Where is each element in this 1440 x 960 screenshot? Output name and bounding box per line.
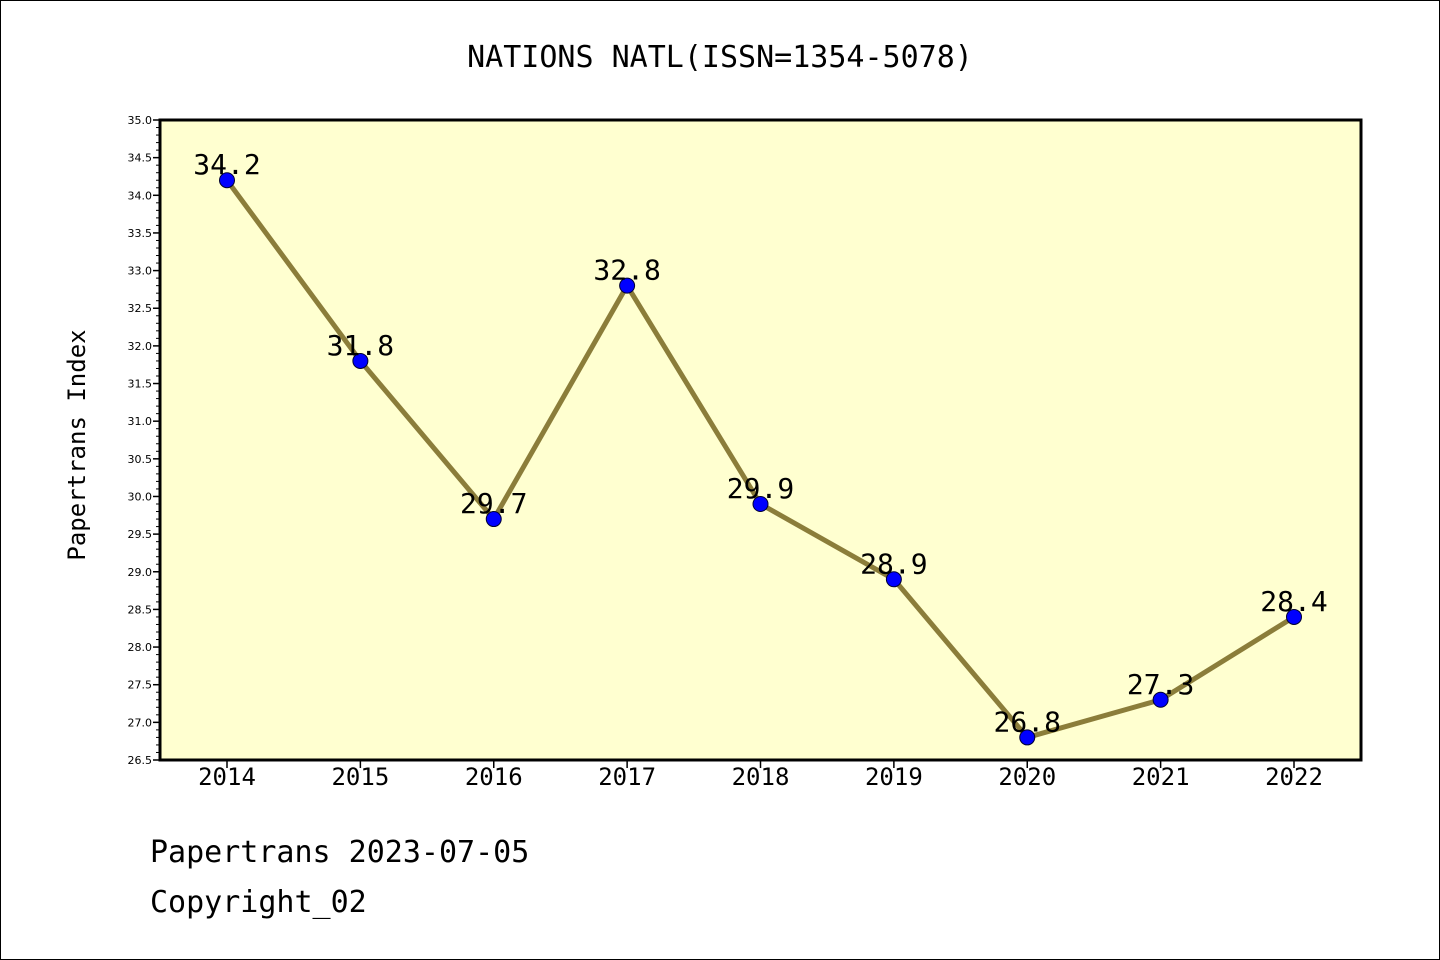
data-point bbox=[1019, 729, 1036, 746]
x-tick-label: 2018 bbox=[732, 763, 790, 791]
data-label: 29.9 bbox=[727, 472, 794, 505]
x-tick-label: 2020 bbox=[998, 763, 1056, 791]
y-tick-label: 34.0 bbox=[128, 189, 153, 202]
y-tick-label: 27.5 bbox=[128, 679, 153, 692]
x-tick-label: 2019 bbox=[865, 763, 923, 791]
x-tick-label: 2021 bbox=[1132, 763, 1190, 791]
plot-area bbox=[158, 118, 1363, 762]
y-tick-label: 32.5 bbox=[128, 302, 153, 315]
data-point bbox=[619, 277, 636, 294]
footer-date: Papertrans 2023-07-05 bbox=[150, 835, 530, 870]
x-tick-label: 2015 bbox=[331, 763, 389, 791]
y-tick-label: 30.0 bbox=[128, 490, 153, 503]
y-tick-label: 30.5 bbox=[128, 453, 153, 466]
y-tick-label: 33.5 bbox=[128, 227, 153, 240]
data-label: 27.3 bbox=[1127, 668, 1194, 701]
data-point bbox=[352, 352, 369, 369]
footer-copyright: Copyright_02 bbox=[150, 885, 367, 920]
data-point bbox=[752, 496, 769, 512]
y-tick-label: 28.5 bbox=[128, 603, 153, 616]
y-tick-label: 29.0 bbox=[128, 566, 153, 579]
data-point bbox=[1152, 691, 1169, 708]
data-label: 31.8 bbox=[327, 329, 394, 362]
y-tick-label: 29.5 bbox=[128, 528, 153, 541]
y-tick-label: 33.0 bbox=[128, 265, 153, 278]
y-tick-label: 31.0 bbox=[128, 415, 153, 428]
data-point bbox=[1286, 608, 1302, 625]
y-axis-ticks: 26.5 27.0 27.5 28.0 28.5 29.0 29.5 30.0 30.5 31.0… bbox=[128, 114, 160, 767]
y-tick-label: 32.0 bbox=[128, 340, 153, 353]
y-tick-label: 28.0 bbox=[128, 641, 153, 654]
data-label: 32.8 bbox=[593, 254, 660, 287]
data-label: 29.7 bbox=[460, 487, 527, 520]
y-tick-label: 31.5 bbox=[128, 378, 153, 391]
data-label: 26.8 bbox=[994, 705, 1061, 738]
x-tick-label: 2016 bbox=[465, 763, 523, 791]
x-tick-label: 2022 bbox=[1265, 763, 1323, 791]
data-point bbox=[219, 172, 235, 189]
data-labels: 34.2 31.8 29.7 32.8 29.9 28.9 26.8 27.3 28.4 bbox=[193, 148, 1327, 738]
y-tick-label: 35.0 bbox=[128, 114, 153, 127]
data-point bbox=[885, 571, 902, 588]
data-label: 28.4 bbox=[1260, 585, 1327, 618]
y-tick-label: 26.5 bbox=[128, 754, 153, 767]
y-axis-label: Papertrans Index bbox=[63, 329, 91, 560]
data-markers bbox=[219, 172, 1302, 746]
x-axis-ticks: 2014 2015 2016 2017 2018 2019 2020 2021 2022 bbox=[198, 760, 1323, 791]
chart-title: NATIONS NATL(ISSN=1354-5078) bbox=[467, 40, 973, 75]
data-label: 34.2 bbox=[193, 148, 260, 181]
x-tick-label: 2017 bbox=[598, 763, 656, 791]
y-tick-label: 34.5 bbox=[128, 152, 153, 165]
x-tick-label: 2014 bbox=[198, 763, 256, 791]
data-label: 28.9 bbox=[860, 547, 927, 580]
y-tick-label: 27.0 bbox=[128, 716, 153, 729]
data-point bbox=[485, 511, 502, 528]
